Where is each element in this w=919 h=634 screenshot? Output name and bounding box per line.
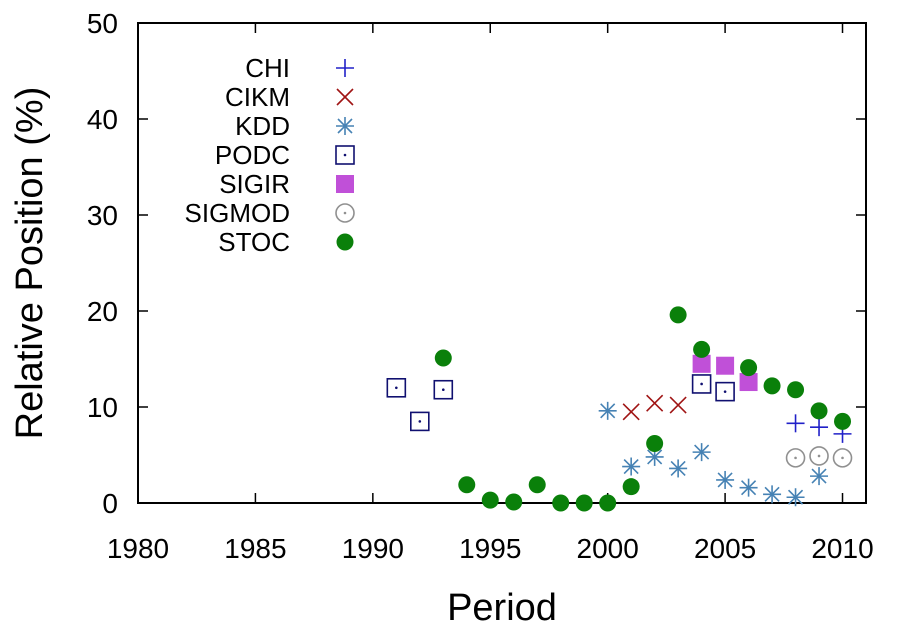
data-point [599, 494, 617, 512]
data-point [505, 493, 523, 511]
legend-item-cikm: CIKM [225, 82, 354, 112]
data-point [528, 476, 546, 494]
legend-item-podc: PODC [215, 140, 355, 170]
y-tick-label: 20 [87, 296, 118, 327]
legend-item-sigir: SIGIR [219, 169, 354, 199]
data-point [763, 485, 782, 504]
data-point [645, 447, 664, 466]
legend-label: CHI [245, 53, 290, 83]
data-point [834, 412, 852, 430]
legend-marker [336, 175, 354, 193]
data-point [575, 494, 593, 512]
data-point [739, 478, 758, 497]
data-point [740, 359, 758, 377]
series-sigir [692, 354, 758, 392]
data-point [669, 396, 687, 414]
data-point [716, 356, 735, 375]
data-point [786, 488, 805, 507]
y-tick-label: 30 [87, 200, 118, 231]
series-stoc [434, 306, 852, 512]
data-point [763, 377, 781, 395]
data-point [786, 414, 805, 433]
series-sigmod [785, 446, 853, 468]
data-point [646, 434, 664, 452]
y-tick-label: 10 [87, 392, 118, 423]
data-point [434, 349, 452, 367]
data-point [691, 374, 712, 394]
y-axis-title: Relative Position (%) [9, 87, 51, 440]
data-point [669, 459, 688, 478]
data-point [669, 306, 687, 324]
series-cikm [622, 394, 687, 421]
data-point [739, 373, 758, 392]
data-point [692, 354, 711, 373]
data-point [810, 418, 829, 437]
x-tick-label: 1990 [342, 533, 404, 564]
y-tick-label: 0 [102, 488, 118, 519]
data-point [692, 443, 711, 462]
data-point [693, 340, 711, 358]
x-tick-label: 1995 [459, 533, 521, 564]
x-tick-label: 1985 [224, 533, 286, 564]
data-point [458, 476, 476, 494]
data-point [410, 411, 430, 432]
legend-label: CIKM [225, 82, 290, 112]
data-point [810, 402, 828, 420]
data-point [832, 448, 853, 468]
series-podc [386, 374, 735, 432]
data-point [716, 470, 735, 489]
data-point [481, 491, 499, 509]
data-point [622, 457, 641, 476]
y-tick-label: 50 [87, 8, 118, 39]
legend-marker [335, 203, 355, 223]
legend-label: SIGIR [219, 169, 290, 199]
legend-marker [336, 233, 354, 251]
tick-labels: 1980 1985 1990 1995 2000 2005 2010 0 10 20 30 40 50 [87, 8, 874, 564]
legend-item-sigmod: SIGMOD [185, 198, 355, 228]
x-tick-label: 2010 [811, 533, 873, 564]
legend-label: SIGMOD [185, 198, 290, 228]
legend-label: KDD [235, 111, 290, 141]
data-point [787, 381, 805, 399]
y-tick-label: 40 [87, 104, 118, 135]
data-points [386, 306, 853, 512]
data-point [598, 401, 617, 420]
legend-label: PODC [215, 140, 290, 170]
legend-marker [335, 145, 355, 165]
legend-marker [336, 117, 354, 135]
legend-item-chi: CHI [245, 53, 354, 83]
x-axis-title: Period [447, 587, 557, 629]
data-point [622, 403, 640, 421]
data-point [433, 379, 454, 400]
series-kdd [598, 401, 829, 507]
legend-item-stoc: STOC [218, 227, 354, 257]
x-tick-label: 2005 [694, 533, 756, 564]
x-tick-label: 2000 [577, 533, 639, 564]
x-tick-label: 1980 [107, 533, 169, 564]
data-point [809, 446, 829, 466]
legend-marker [336, 88, 354, 106]
data-point [646, 394, 664, 412]
legend-item-kdd: KDD [235, 111, 354, 141]
data-point [785, 448, 806, 468]
data-point [715, 381, 735, 402]
data-point [622, 478, 640, 496]
data-point [552, 494, 570, 512]
plot-frame [137, 22, 867, 504]
axis-ticks [137, 22, 866, 504]
data-point [386, 377, 407, 398]
data-point [810, 467, 829, 486]
legend-marker [336, 59, 354, 77]
legend-label: STOC [218, 227, 290, 257]
